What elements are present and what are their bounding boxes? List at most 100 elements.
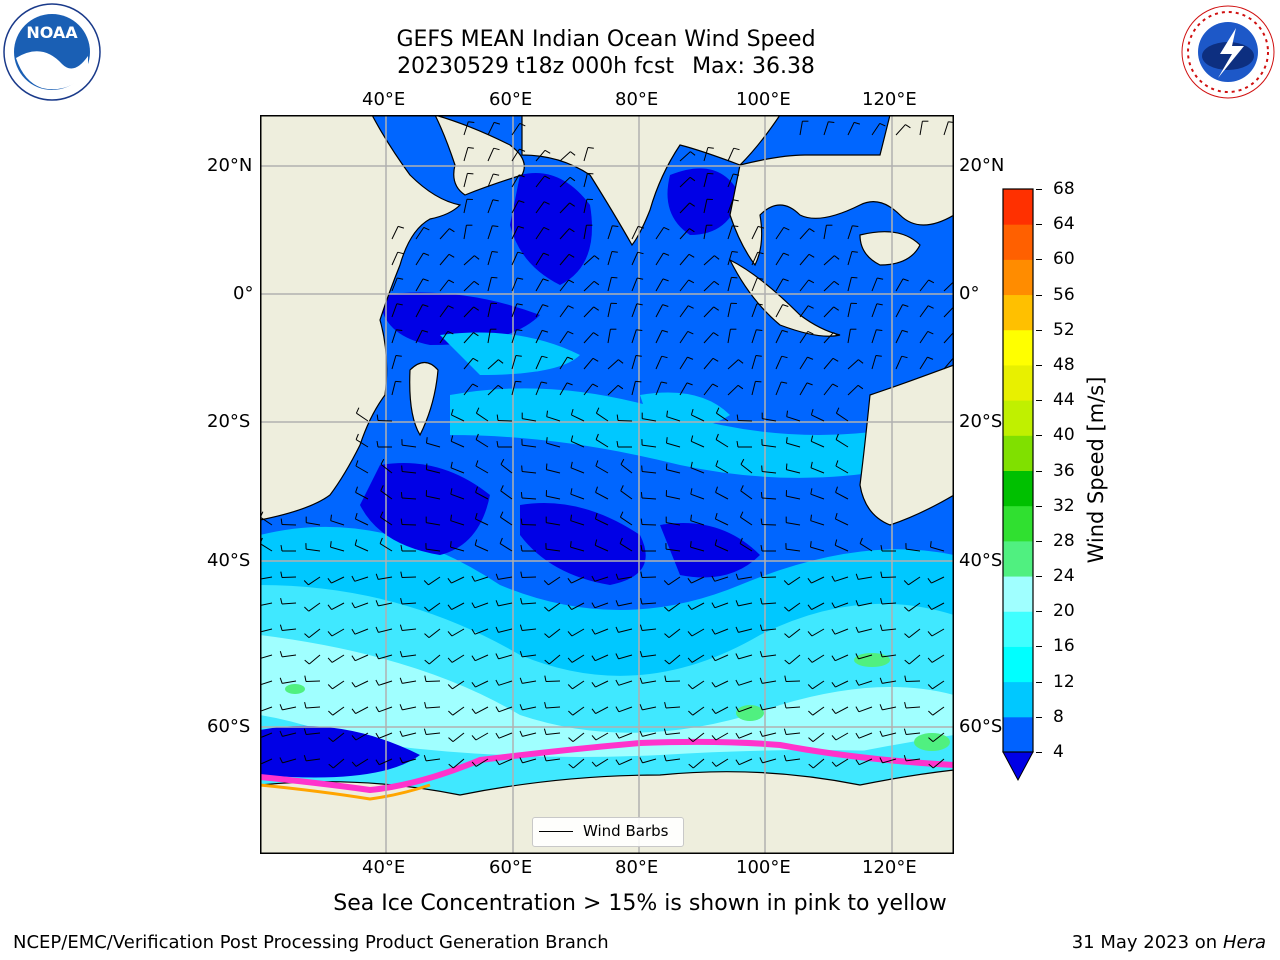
run-time: 20230529 t18z 000h fcst	[397, 54, 675, 79]
wind-barb	[497, 420, 513, 422]
wind-barb	[714, 544, 729, 552]
wind-barb-flag	[496, 414, 499, 421]
wind-barb	[775, 304, 784, 318]
wind-barb	[595, 758, 609, 767]
colorbar-tick: 20	[1053, 601, 1075, 622]
wind-barb	[571, 602, 585, 611]
wind-barb	[583, 225, 587, 240]
wind-barb	[931, 576, 945, 584]
wind-barb	[546, 522, 561, 526]
wind-barb-flag	[663, 728, 667, 735]
wind-barb	[380, 490, 393, 500]
wind-barb	[570, 546, 585, 552]
wind-barb-flag	[424, 675, 427, 682]
colorbar-tick: 8	[1053, 706, 1064, 727]
wind-barb-flag	[351, 682, 356, 688]
wind-barb	[377, 420, 393, 422]
wind-barb-flag	[640, 597, 643, 605]
wind-barb-flag	[304, 659, 310, 665]
wind-barb	[786, 442, 801, 448]
wind-barb-flag	[857, 384, 864, 390]
wind-barb-flag	[593, 306, 599, 311]
wind-barb	[439, 228, 450, 240]
wind-barb	[452, 758, 465, 769]
wind-barb-flag	[519, 651, 523, 658]
wind-barb	[378, 706, 393, 713]
colorbar-tick-mark	[1036, 540, 1042, 542]
wind-barb	[740, 490, 753, 500]
wind-barb	[426, 548, 441, 552]
wind-barb-flag	[351, 575, 356, 582]
wind-barb-flag	[304, 701, 307, 709]
wind-barb	[355, 518, 369, 526]
wind-barb	[691, 654, 705, 663]
wind-barb-flag	[859, 537, 863, 544]
wind-barb-flag	[491, 276, 498, 279]
wind-barb-flag	[399, 757, 403, 764]
wind-barb-flag	[832, 383, 839, 388]
wind-barb	[665, 706, 681, 709]
wind-barb	[546, 548, 561, 552]
wind-barb-flag	[715, 407, 720, 414]
wind-barb	[715, 465, 729, 474]
wind-barb	[679, 305, 689, 318]
wind-barb-flag	[783, 252, 790, 256]
wind-barb	[282, 706, 297, 711]
wind-barb	[835, 732, 849, 741]
wind-barb-flag	[637, 251, 644, 255]
wind-barb-flag	[927, 631, 933, 637]
wind-barb	[522, 471, 537, 474]
wind-barb	[475, 706, 489, 715]
wind-barb	[679, 382, 688, 396]
wind-barb	[331, 628, 345, 637]
wind-barb	[559, 279, 569, 292]
wind-barb	[521, 524, 537, 526]
wind-barb-flag	[733, 147, 740, 151]
map-legend: Wind Barbs	[532, 817, 684, 847]
wind-barb	[475, 732, 489, 741]
wind-barb-flag	[396, 303, 403, 306]
wind-barb	[666, 495, 681, 500]
wind-barb	[642, 758, 657, 764]
wind-barb	[305, 680, 321, 682]
wind-barb	[618, 758, 633, 766]
wind-barb-flag	[711, 575, 716, 582]
wind-barb	[858, 706, 873, 713]
wind-barb-flag	[355, 433, 359, 440]
wind-barb-flag	[712, 383, 719, 388]
wind-barb	[450, 467, 465, 474]
wind-barb-flag	[423, 728, 427, 735]
wind-barb	[786, 469, 801, 474]
wind-barb-flag	[471, 655, 476, 661]
wind-barb-flag	[566, 382, 573, 386]
wind-barb-flag	[473, 332, 479, 337]
wind-barb	[451, 576, 465, 584]
wind-barb	[835, 706, 849, 715]
wind-barb	[882, 680, 897, 684]
wind-barb	[305, 706, 321, 709]
colorbar-tick: 60	[1053, 249, 1075, 270]
wind-barb	[919, 331, 929, 344]
wind-barb	[282, 628, 297, 631]
wind-barb	[355, 706, 369, 715]
wind-barb	[692, 758, 705, 769]
wind-barb-flag	[666, 437, 668, 444]
wind-barb-flag	[713, 280, 720, 286]
wind-barb-flag	[594, 539, 598, 546]
wind-barb	[619, 543, 633, 552]
wind-barb-flag	[279, 624, 283, 631]
wind-barb-flag	[568, 279, 575, 284]
wind-barb-flag	[450, 514, 452, 521]
wind-barb	[810, 493, 825, 500]
wind-barb-flag	[635, 380, 642, 383]
wind-barb	[332, 732, 345, 742]
wind-barb	[738, 706, 753, 713]
wind-barb	[281, 576, 297, 578]
colorbar-tick: 40	[1053, 425, 1075, 446]
wind-barb-flag	[279, 677, 283, 684]
wind-barb-flag	[545, 463, 548, 470]
wind-barb-flag	[904, 606, 910, 612]
wind-barb	[475, 518, 489, 526]
wind-barb	[559, 331, 569, 344]
wind-barb	[727, 225, 733, 240]
